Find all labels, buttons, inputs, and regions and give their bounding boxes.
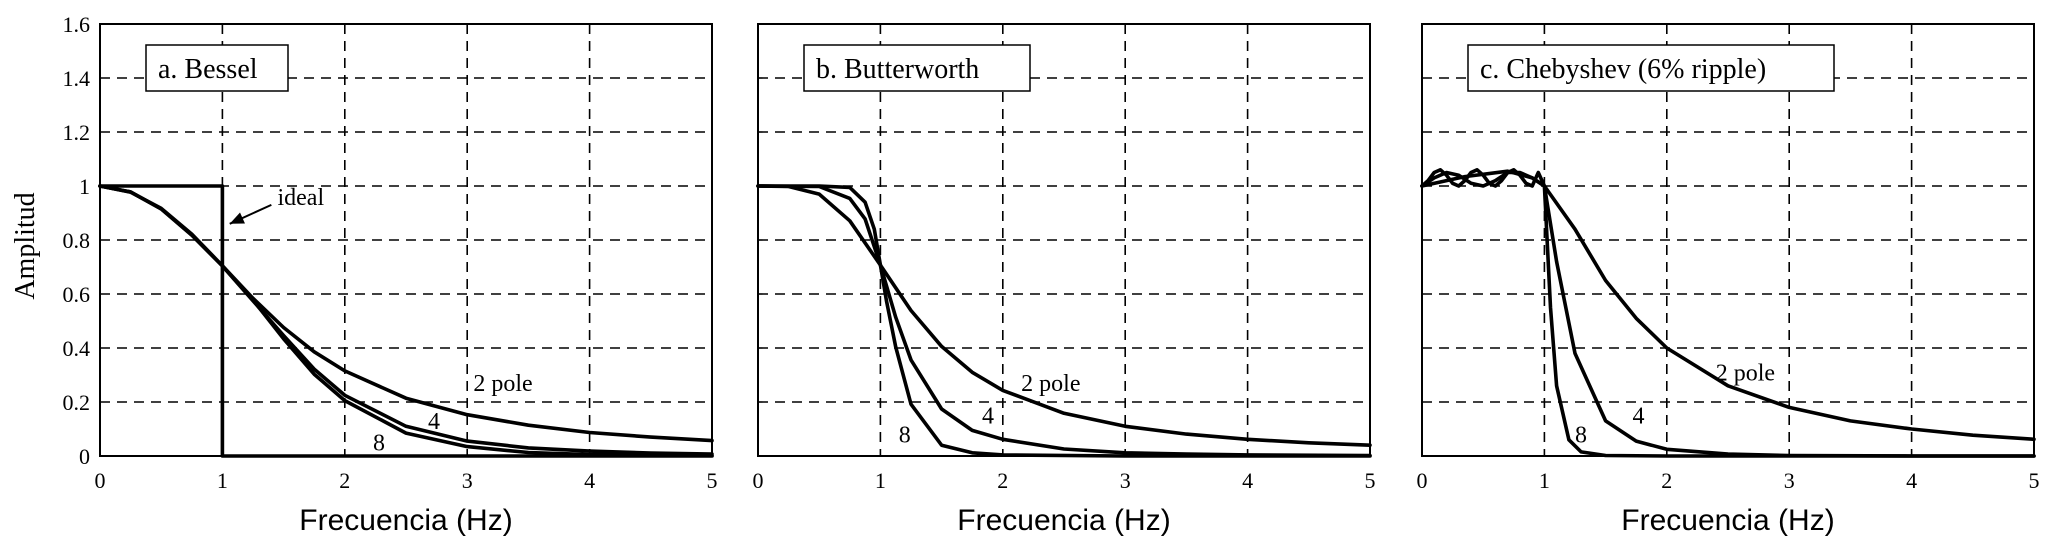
x-tick-label-2: 3: [1120, 468, 1131, 493]
annotation-label-1: 8: [373, 431, 385, 457]
annotation-label-3: 4: [1633, 404, 1645, 430]
x-tick-label-2: 0: [753, 468, 764, 493]
series-line-8-2: [756, 184, 1372, 458]
series-line-4-3: [1420, 170, 2036, 458]
series-line-8-3: [1420, 168, 2036, 458]
y-tick-label-1: 1.6: [63, 12, 91, 37]
chart-title-2: b. Butterworth: [816, 54, 979, 85]
annotation-label-3: 8: [1575, 423, 1587, 449]
x-tick-label-1: 5: [707, 468, 718, 493]
y-tick-label-1: 0: [79, 444, 90, 469]
x-tick-label-2: 5: [1365, 468, 1376, 493]
x-axis-label-3: Frecuencia (Hz): [1621, 504, 1834, 537]
annotation-label-3: 2 pole: [1716, 360, 1775, 386]
x-tick-label-3: 5: [2029, 468, 2040, 493]
annotation-label-2: 2 pole: [1021, 371, 1080, 397]
series-line-2-pole-2: [756, 184, 1372, 447]
x-tick-label-1: 0: [95, 468, 106, 493]
annotation-label-1: 4: [428, 409, 440, 435]
y-tick-label-1: 0.8: [63, 228, 91, 253]
title-box-1: [145, 44, 289, 92]
x-tick-label-1: 3: [462, 468, 473, 493]
x-tick-label-1: 4: [584, 468, 595, 493]
y-tick-label-1: 1.2: [63, 120, 91, 145]
y-tick-label-1: 1: [79, 174, 90, 199]
x-tick-label-3: 0: [1417, 468, 1428, 493]
title-box-3: [1467, 44, 1835, 92]
y-tick-label-1: 0.6: [63, 282, 91, 307]
annotation-label-2: 8: [899, 423, 911, 449]
x-tick-label-2: 1: [875, 468, 886, 493]
title-box-2: [803, 44, 1031, 92]
series-line-8-1: [98, 184, 714, 458]
x-tick-label-3: 3: [1784, 468, 1795, 493]
x-tick-label-3: 2: [1661, 468, 1672, 493]
series-line-4-2: [756, 184, 1372, 458]
x-tick-label-1: 2: [339, 468, 350, 493]
y-tick-label-1: 0.4: [63, 336, 91, 361]
series-line-4-1: [98, 184, 714, 456]
x-tick-label-3: 4: [1906, 468, 1917, 493]
x-tick-label-3: 1: [1539, 468, 1550, 493]
y-tick-label-1: 1.4: [63, 66, 91, 91]
y-tick-label-1: 0.2: [63, 390, 91, 415]
series-line-ideal-1: [98, 184, 714, 458]
chart-title-3: c. Chebyshev (6% ripple): [1480, 54, 1766, 85]
annotation-label-2: 4: [982, 404, 994, 430]
x-tick-label-2: 2: [997, 468, 1008, 493]
x-tick-label-2: 4: [1242, 468, 1253, 493]
series-line-2-pole-3: [1420, 169, 2036, 442]
x-axis-label-1: Frecuencia (Hz): [299, 504, 512, 537]
x-tick-label-1: 1: [217, 468, 228, 493]
y-axis-label: Amplitud: [10, 192, 41, 299]
annotation-label-1: 2 pole: [473, 371, 532, 397]
x-axis-label-2: Frecuencia (Hz): [957, 504, 1170, 537]
chart-title-1: a. Bessel: [158, 54, 258, 85]
ideal-arrow-head: [229, 212, 245, 224]
annotation-label-1: ideal: [277, 185, 324, 211]
